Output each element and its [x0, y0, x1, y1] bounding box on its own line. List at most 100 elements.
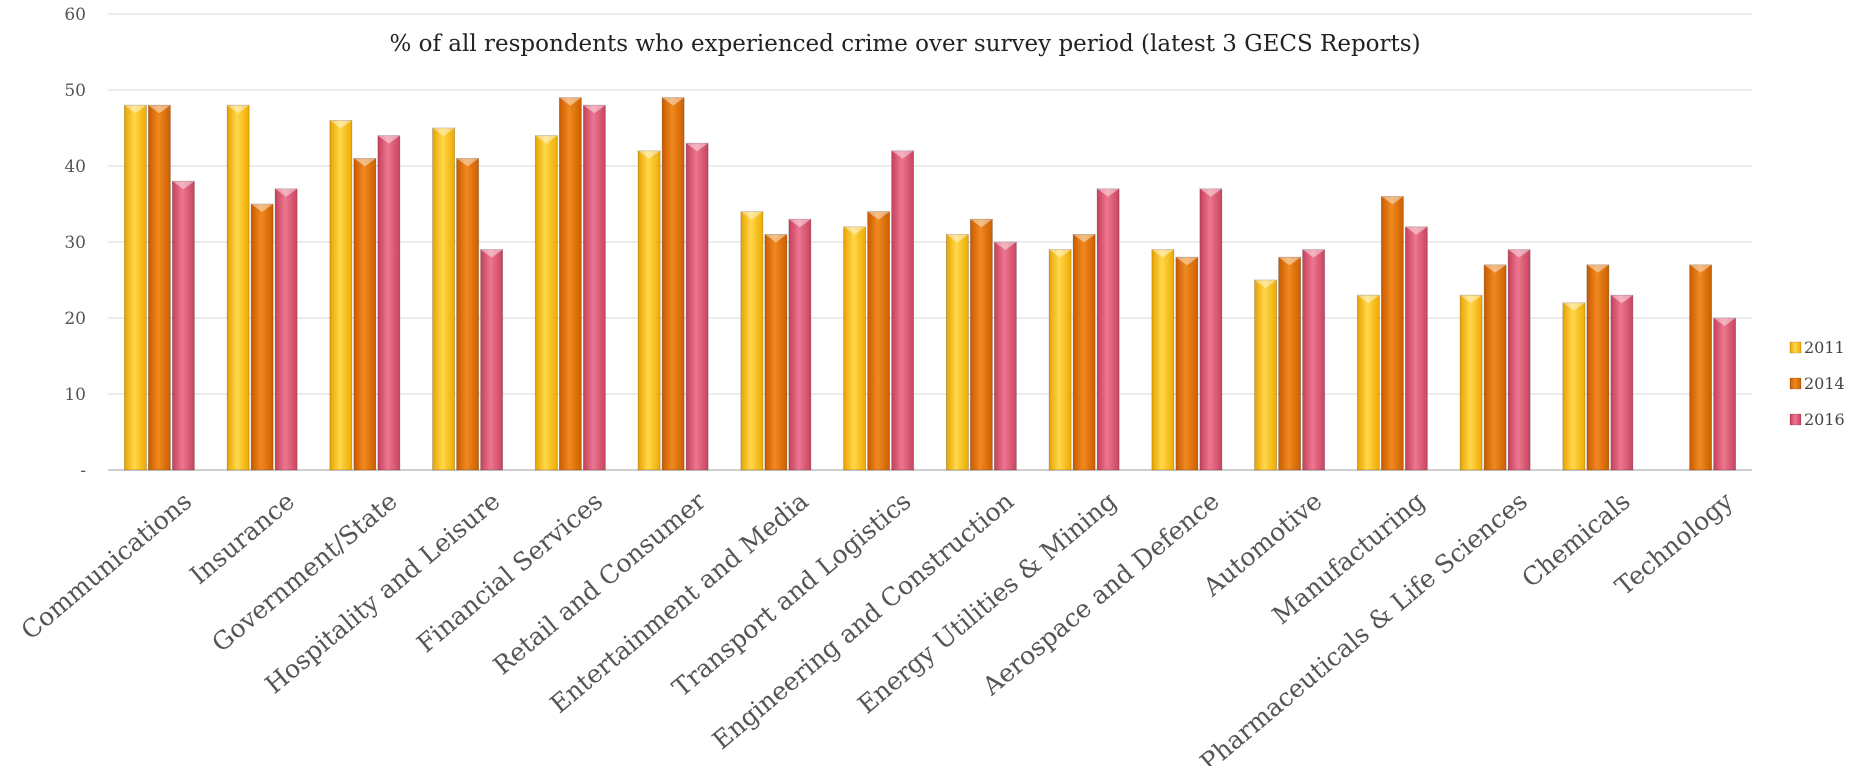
bar [534, 135, 558, 471]
bar-body [582, 104, 606, 471]
bar-cap [353, 158, 376, 167]
bar [353, 157, 377, 471]
bar-body [740, 211, 764, 471]
bar [274, 188, 298, 471]
bar-cap [1278, 257, 1301, 266]
bar-cap [788, 219, 811, 228]
bar-body [329, 120, 353, 471]
bar [171, 180, 195, 471]
bar-body [1048, 249, 1072, 471]
bar-body [1278, 256, 1302, 471]
bar-cap [994, 242, 1017, 250]
bar-body [1175, 256, 1199, 471]
bar-body [1483, 264, 1507, 471]
bar [558, 97, 582, 471]
bar-body [1586, 264, 1610, 471]
bar-cap [1175, 257, 1198, 266]
bar-body [1254, 279, 1278, 471]
bar [637, 150, 661, 471]
bar [1689, 264, 1713, 471]
category-label: Communications [16, 486, 198, 645]
bar [1713, 317, 1737, 471]
bar-body [1356, 294, 1380, 471]
bar-cap [583, 105, 606, 114]
bar-cap [891, 150, 914, 159]
bar [1507, 249, 1531, 471]
bar [764, 233, 788, 471]
bar-body [1199, 188, 1223, 471]
bar-cap [251, 204, 274, 212]
y-tick-label: 30 [64, 233, 86, 253]
bar-body [661, 97, 685, 471]
bar [1586, 264, 1610, 471]
bar-body [1380, 195, 1404, 471]
bar-cap [456, 158, 479, 167]
bar [891, 150, 915, 471]
bar-cap [1199, 188, 1222, 197]
bar [685, 142, 709, 471]
bar-cap [124, 105, 147, 114]
bar-body [1302, 249, 1326, 471]
bar-body [226, 104, 250, 471]
bar-cap [480, 249, 503, 258]
bar [1278, 256, 1302, 471]
bar-body [764, 233, 788, 471]
category-label: Government/State [206, 486, 402, 657]
bar [993, 241, 1017, 471]
bar [480, 249, 504, 471]
bar-body [456, 157, 480, 471]
bar-body [274, 188, 298, 471]
legend-label: 2016 [1804, 410, 1845, 429]
bar [329, 120, 353, 471]
bar [147, 104, 171, 471]
bar [969, 218, 993, 471]
bar [740, 211, 764, 471]
legend-item: 2016 [1789, 410, 1845, 429]
bar [1610, 294, 1634, 471]
bar-cap [686, 143, 709, 152]
bar-cap [172, 181, 195, 190]
bar [377, 135, 401, 471]
bar-body [1404, 226, 1428, 471]
bar [661, 97, 685, 471]
y-axis: - 10 20 30 40 50 60 [64, 5, 86, 481]
bar [1254, 279, 1278, 471]
bar [250, 203, 274, 471]
bar-cap [1302, 249, 1325, 258]
legend: 2011 2014 2016 [1789, 338, 1845, 429]
bar-cap [1151, 249, 1174, 258]
bar-cap [662, 97, 685, 106]
legend-item: 2014 [1789, 374, 1845, 393]
bar-body [891, 150, 915, 471]
bar [1302, 249, 1326, 471]
bar-body [867, 211, 891, 471]
chart-title: % of all respondents who experienced cri… [389, 31, 1420, 57]
legend-swatch [1789, 341, 1802, 354]
bar-body [377, 135, 401, 471]
bar [1459, 294, 1483, 471]
bar [1562, 302, 1586, 471]
bar-body [685, 142, 709, 471]
y-tick-label: - [80, 461, 86, 481]
bar-body [1713, 317, 1737, 471]
bar [1356, 294, 1380, 471]
bar [1380, 195, 1404, 471]
bar-cap [1713, 318, 1736, 326]
bar-cap [1689, 264, 1712, 273]
bar-cap [148, 105, 171, 114]
bar-cap [1073, 234, 1096, 243]
bar-body [1151, 249, 1175, 471]
bar-body [1459, 294, 1483, 471]
legend-swatch [1789, 377, 1802, 390]
bar-cap [559, 97, 582, 106]
bar [123, 104, 147, 471]
bar-cap [970, 219, 993, 228]
bar [1404, 226, 1428, 471]
bar-cap [329, 120, 352, 129]
bar-body [945, 233, 969, 471]
bar-cap [432, 128, 455, 136]
bar-cap [843, 226, 866, 235]
bar-cap [1357, 295, 1380, 304]
bar-body [147, 104, 171, 471]
